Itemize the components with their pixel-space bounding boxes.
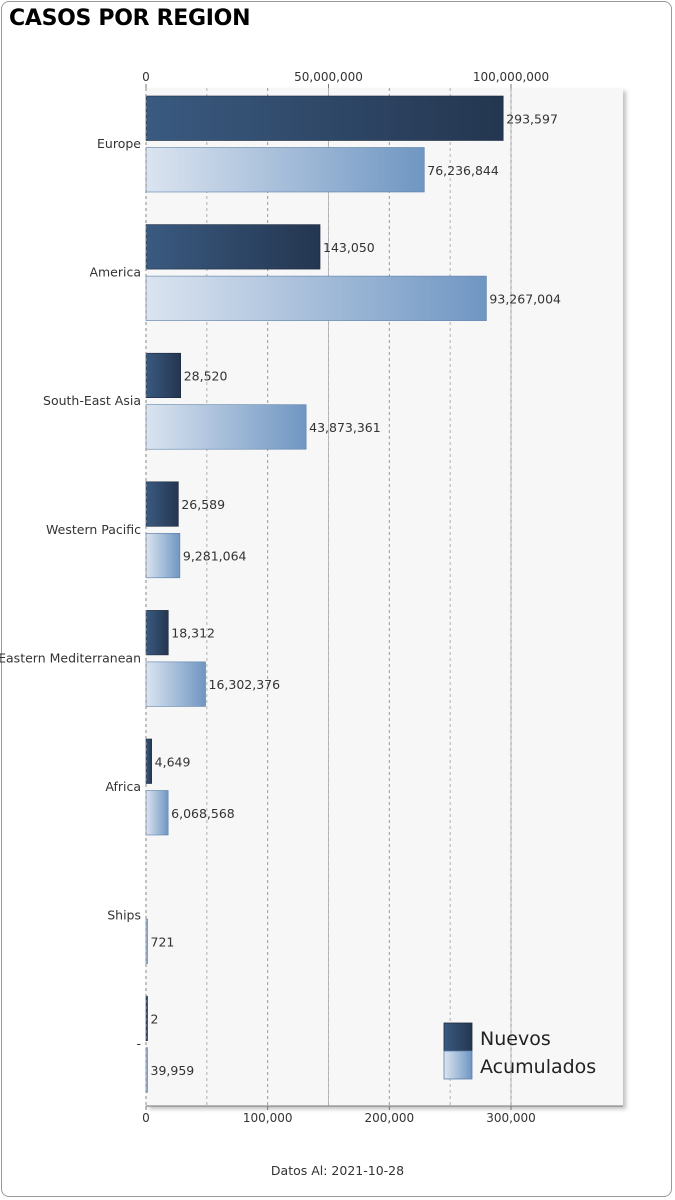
bottom-axis-tick-label: 100,000 [243,1111,293,1125]
data-label-nuevos: 4,649 [155,754,191,769]
data-label-acumulados: 93,267,004 [489,291,561,306]
top-axis-tick-label: 100,000,000 [473,70,549,84]
data-label-nuevos: 143,050 [323,240,375,255]
category-label: Eastern Mediterranean [0,650,141,665]
bottom-axis-tick-label: 200,000 [365,1111,415,1125]
data-label-nuevos: 18,312 [171,626,215,641]
category-label: Ships [107,908,141,923]
bar-acumulados [145,661,206,707]
category-label: Europe [97,136,141,151]
bar-nuevos [145,352,181,399]
bar-nuevos [145,481,179,527]
legend-swatch-nuevos [443,1022,473,1052]
chart-title: CASOS POR REGION [9,6,251,31]
data-label-acumulados: 16,302,376 [209,677,281,692]
data-label-acumulados: 9,281,064 [183,549,247,564]
bar-acumulados [145,532,181,579]
category-label: Western Pacific [46,522,141,537]
bar-acumulados [145,1047,148,1093]
bar-acumulados [145,147,425,193]
bar-acumulados [145,404,307,450]
footer-date: Datos Al: 2021-10-28 [270,1163,405,1178]
category-label: America [89,265,141,280]
bottom-axis-tick-label: 300,000 [486,1111,536,1125]
category-label: South-East Asia [43,393,141,408]
data-label-nuevos: 293,597 [506,111,558,126]
bar-nuevos [145,95,504,141]
bar-nuevos [145,224,321,270]
data-label-acumulados: 6,068,568 [171,806,235,821]
data-label-acumulados: 76,236,844 [427,163,499,178]
data-label-nuevos: 28,520 [184,368,228,383]
data-label-nuevos: 26,589 [181,497,225,512]
legend-label-acumulados: Acumulados [480,1056,596,1078]
legend-swatch-acumulados [443,1050,473,1080]
data-label-acumulados: 721 [151,934,175,949]
top-axis-tick-label: 0 [142,70,150,84]
category-label: Africa [105,779,141,794]
data-label-acumulados: 39,959 [151,1063,195,1078]
bar-acumulados [145,790,169,836]
legend-label-nuevos: Nuevos [480,1028,551,1050]
bar-nuevos [145,610,169,656]
data-label-acumulados: 43,873,361 [309,420,381,435]
bottom-axis-tick-label: 0 [142,1111,150,1125]
bar-nuevos [145,738,152,784]
top-axis-tick-label: 50,000,000 [294,70,363,84]
category-label: - [136,1036,141,1051]
bar-acumulados [145,275,487,321]
data-label-nuevos: 2 [151,1011,159,1026]
